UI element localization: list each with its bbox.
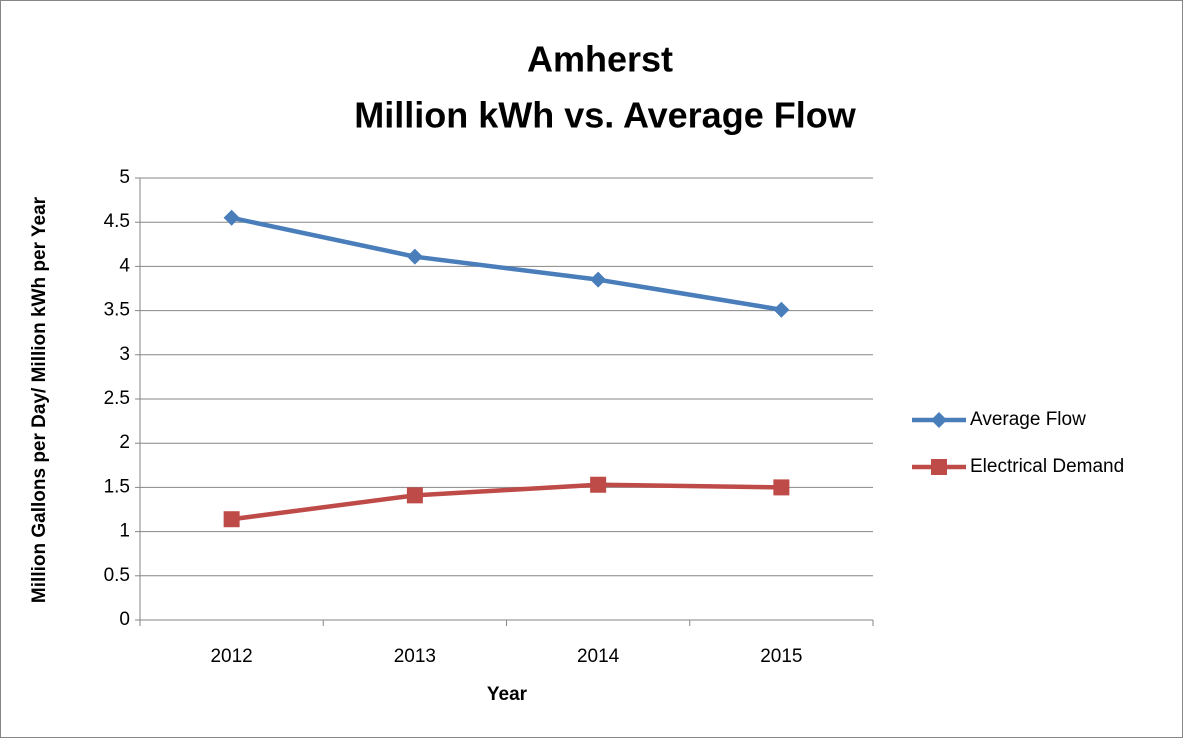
y-tick-label: 4.5 <box>104 211 130 232</box>
y-tick-label: 2.5 <box>104 388 130 409</box>
point <box>773 479 790 496</box>
y-tick-label: 2 <box>119 432 130 453</box>
point <box>773 301 790 318</box>
point <box>931 459 947 475</box>
y-tick-label: 1 <box>119 521 130 542</box>
x-tick-label: 2012 <box>210 646 252 667</box>
y-tick-label: 0.5 <box>104 565 130 586</box>
point <box>406 487 423 504</box>
x-axis-title: Year <box>487 684 528 705</box>
x-tick-label: 2014 <box>577 646 620 667</box>
x-tick-label: 2015 <box>760 646 802 667</box>
series-line <box>231 215 782 312</box>
point <box>931 412 947 428</box>
legend-label: Electrical Demand <box>970 456 1124 477</box>
y-tick-label: 3.5 <box>104 300 130 321</box>
y-tick-label: 3 <box>119 344 130 365</box>
x-tick-label: 2013 <box>394 646 436 667</box>
y-tick-label: 0 <box>119 609 130 630</box>
chart-title: Million kWh vs. Average Flow <box>354 95 856 136</box>
y-axis-title: Million Gallons per Day/ Million kWh per… <box>29 196 50 603</box>
y-tick-label: 4 <box>119 255 130 276</box>
point <box>223 209 240 226</box>
chart-title: Amherst <box>527 39 673 80</box>
legend-label: Average Flow <box>970 409 1086 430</box>
point <box>590 271 607 288</box>
y-tick-label: 5 <box>119 167 130 188</box>
point <box>406 248 423 265</box>
point <box>223 511 240 528</box>
point <box>590 476 607 493</box>
y-tick-label: 1.5 <box>104 476 130 497</box>
series-line <box>231 482 782 522</box>
